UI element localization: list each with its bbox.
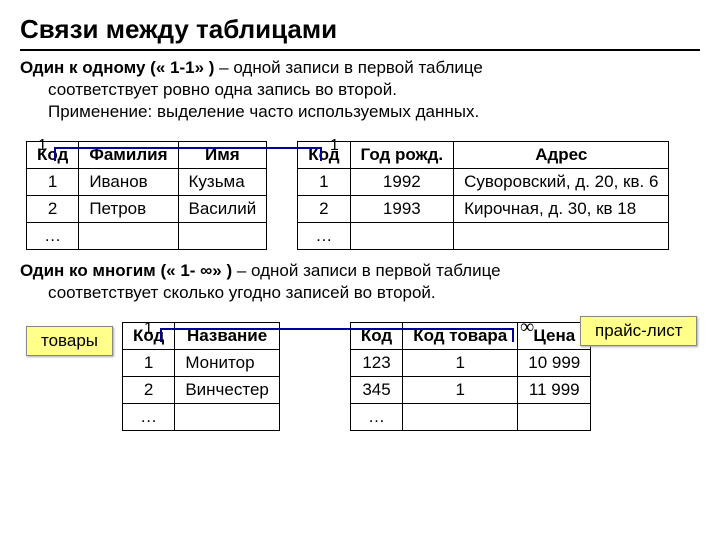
s1-d2: соответствует ровно одна запись во второ… (48, 80, 397, 99)
card-left-2: 1 (144, 320, 153, 338)
td: 1993 (350, 196, 454, 223)
section1-text: Один к одному (« 1-1» ) – одной записи в… (20, 57, 700, 123)
s1-d1: – одной записи в первой таблице (214, 58, 482, 77)
th: Год рожд. (350, 142, 454, 169)
td: Винчестер (175, 377, 280, 404)
s1-title: Один к одному (« 1-1» ) (20, 58, 214, 77)
badge-pricelist: прайс-лист (580, 316, 697, 346)
td: 2 (298, 196, 350, 223)
table-persons-detail: Код Год рожд. Адрес 1 1992 Суворовский, … (297, 141, 669, 250)
s2-d1: – одной записи в первой таблице (232, 261, 500, 280)
td: 2 (27, 196, 79, 223)
card-right-1: 1 (330, 137, 339, 155)
th: Адрес (454, 142, 669, 169)
td (403, 404, 518, 431)
td: 123 (350, 350, 402, 377)
td: Монитор (175, 350, 280, 377)
section2-text: Один ко многим (« 1- ∞» ) – одной записи… (20, 260, 700, 304)
s2-title: Один ко многим (« 1- ∞» ) (20, 261, 232, 280)
td (350, 223, 454, 250)
td (178, 223, 267, 250)
td: 2 (123, 377, 175, 404)
td (518, 404, 591, 431)
td: 1 (27, 169, 79, 196)
td: … (123, 404, 175, 431)
relation-one-to-many: товары прайс-лист 1 ∞ Код Название 1 Мон… (20, 322, 700, 472)
s1-d3: Применение: выделение часто используемых… (48, 102, 479, 121)
page-title: Связи между таблицами (20, 14, 700, 51)
td: 1 (403, 377, 518, 404)
td: 11 999 (518, 377, 591, 404)
s2-d2: соответствует сколько угодно записей во … (48, 283, 436, 302)
card-left-1: 1 (38, 137, 47, 155)
td: Василий (178, 196, 267, 223)
td: 1 (403, 350, 518, 377)
td: Кузьма (178, 169, 267, 196)
td: 1 (123, 350, 175, 377)
td: … (27, 223, 79, 250)
td (175, 404, 280, 431)
td: … (350, 404, 402, 431)
card-right-inf: ∞ (520, 316, 534, 339)
td (79, 223, 178, 250)
td: Петров (79, 196, 178, 223)
td: … (298, 223, 350, 250)
td: 345 (350, 377, 402, 404)
td: Суворовский, д. 20, кв. 6 (454, 169, 669, 196)
badge-goods: товары (26, 326, 113, 356)
relation-one-to-one: 1 1 Код Фамилия Имя 1 Иванов Кузьма 2 Пе… (20, 141, 700, 250)
td: 10 999 (518, 350, 591, 377)
td: Кирочная, д. 30, кв 18 (454, 196, 669, 223)
td: Иванов (79, 169, 178, 196)
td: 1 (298, 169, 350, 196)
link-bar-1 (54, 147, 322, 161)
td: 1992 (350, 169, 454, 196)
td (454, 223, 669, 250)
link-bar-2 (160, 328, 514, 342)
